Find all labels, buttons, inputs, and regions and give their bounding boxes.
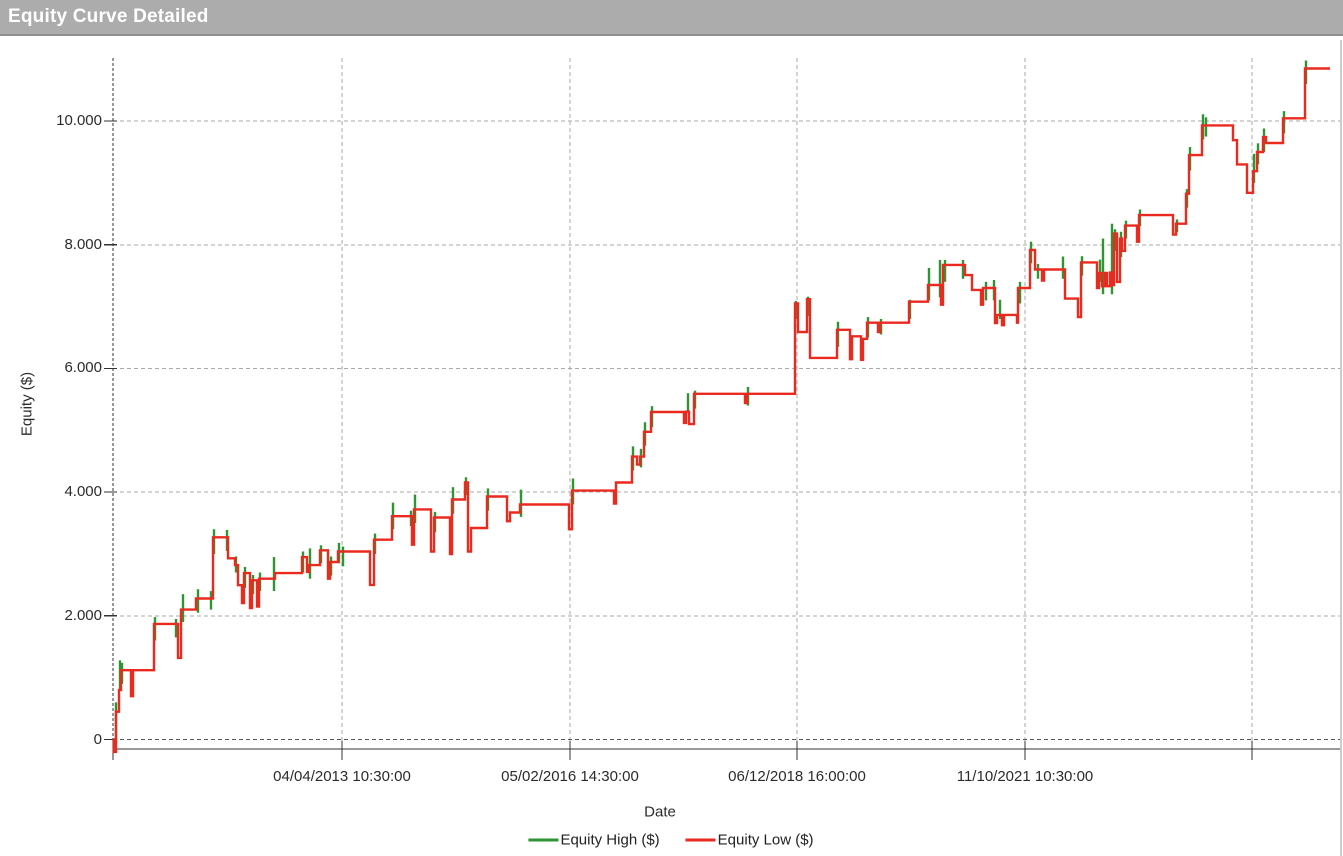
y-tick-label: 4.000 bbox=[64, 483, 102, 501]
x-tick-label: 05/02/2016 14:30:00 bbox=[501, 768, 639, 785]
panel-title-bar: Equity Curve Detailed bbox=[0, 0, 1343, 36]
x-tick-label: 04/04/2013 10:30:00 bbox=[273, 768, 411, 785]
panel-right-border bbox=[1340, 40, 1342, 856]
legend-label: Equity Low ($) bbox=[717, 831, 814, 849]
legend-label: Equity High ($) bbox=[560, 831, 660, 849]
legend-line-swatch bbox=[528, 838, 559, 842]
legend-item: Equity High ($) bbox=[528, 831, 660, 849]
legend-item: Equity Low ($) bbox=[685, 831, 814, 849]
legend-line-swatch bbox=[685, 838, 716, 842]
y-tick-label: 0 bbox=[93, 730, 102, 748]
y-axis-title: Equity ($) bbox=[18, 371, 36, 437]
x-axis-title: Date bbox=[644, 803, 676, 821]
y-tick-label: 8.000 bbox=[64, 235, 102, 253]
y-tick-label: 6.000 bbox=[64, 359, 102, 377]
y-tick-label: 10.000 bbox=[56, 112, 102, 130]
chart-legend: Equity High ($) Equity Low ($) bbox=[528, 831, 814, 849]
x-tick-label: 06/12/2018 16:00:00 bbox=[728, 768, 866, 785]
x-tick-label: 11/10/2021 10:30:00 bbox=[956, 768, 1094, 785]
equity-low-curve bbox=[112, 67, 1330, 754]
panel-title: Equity Curve Detailed bbox=[8, 6, 209, 27]
y-tick-label: 2.000 bbox=[64, 606, 102, 624]
